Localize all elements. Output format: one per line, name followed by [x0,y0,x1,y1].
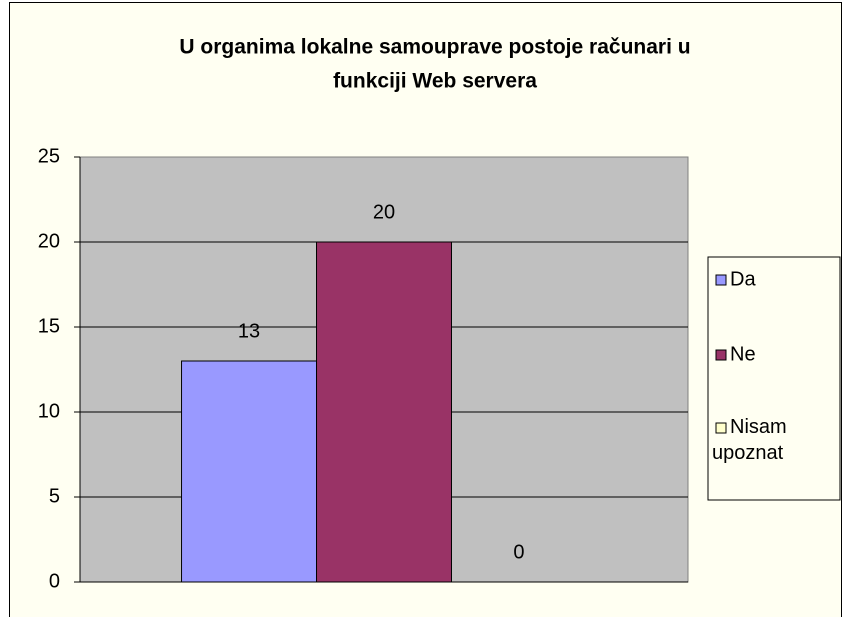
y-tick-label: 15 [38,315,60,337]
y-tick-label: 5 [49,485,60,507]
chart-title: funkciji Web servera [333,70,537,93]
legend-label: Da [730,268,756,290]
bar [316,241,452,583]
bar [181,360,318,583]
legend-swatch [715,422,727,434]
legend-swatch [715,274,727,286]
y-tick-label: 25 [38,145,60,167]
data-label: 0 [513,541,524,563]
y-tick-label: 10 [38,400,60,422]
legend-swatch [715,349,727,361]
y-tick-label: 0 [49,570,60,592]
chart-title: U organima lokalne samouprave postoje ra… [179,36,690,59]
y-tick-label: 20 [38,230,60,252]
data-label: 13 [238,320,260,342]
data-label: 20 [373,201,395,223]
legend-label: Ne [730,343,756,365]
legend [707,256,841,501]
legend-label: Nisam upoznat [712,416,787,464]
